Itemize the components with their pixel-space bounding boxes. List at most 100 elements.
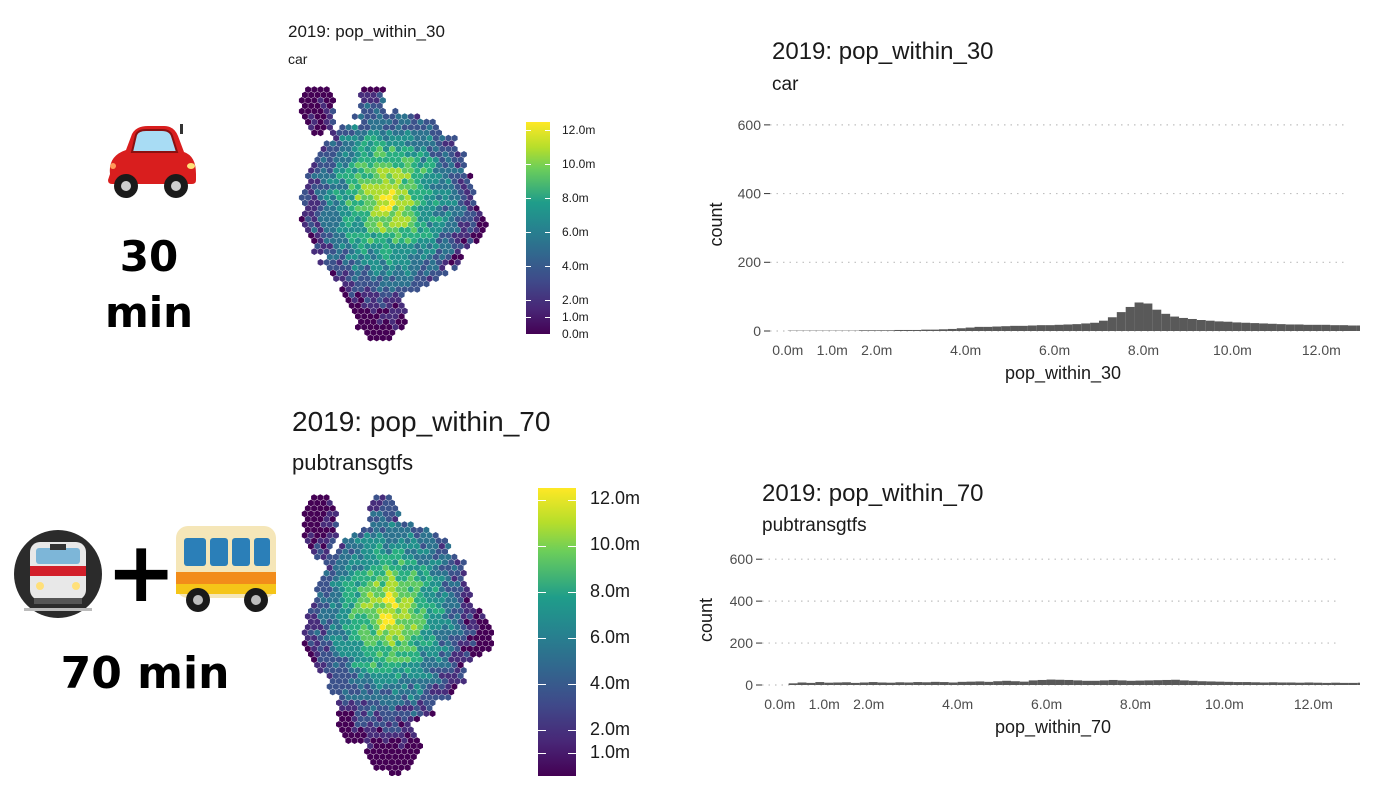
hex-cell xyxy=(330,129,336,137)
hex-cell xyxy=(467,226,474,234)
histogram-bar xyxy=(877,682,887,685)
hex-cell xyxy=(317,107,324,115)
hex-cell xyxy=(351,307,358,315)
color-legend-bar xyxy=(526,122,550,334)
hex-cell xyxy=(308,102,315,110)
hex-cell xyxy=(339,694,346,701)
legend-label: 6.0m xyxy=(562,224,589,239)
hex-cell xyxy=(323,537,330,545)
hex-cell xyxy=(463,607,470,615)
hex-cell xyxy=(379,667,386,674)
hex-cell xyxy=(392,526,399,534)
hex-cell xyxy=(408,221,414,228)
hex-cell xyxy=(348,269,355,277)
hex-cell xyxy=(339,210,346,218)
hex-cell xyxy=(410,537,417,545)
histogram-bar xyxy=(1027,325,1037,331)
hex-cell xyxy=(348,580,355,588)
hex-cell xyxy=(457,221,464,228)
hex-cell xyxy=(463,586,470,593)
hex-cell xyxy=(332,629,339,636)
hex-cell xyxy=(404,129,411,137)
hex-cell xyxy=(404,721,411,728)
hex-cell xyxy=(398,226,405,234)
hex-cell xyxy=(348,302,355,309)
hex-cell xyxy=(442,215,449,223)
hex-cell xyxy=(420,661,427,669)
hex-cell xyxy=(457,232,464,239)
hex-cell xyxy=(392,226,399,234)
y-axis-label: count xyxy=(706,202,726,246)
hex-cell xyxy=(379,537,386,545)
hex-cell xyxy=(348,623,355,631)
hex-cell xyxy=(364,650,370,658)
hex-cell xyxy=(370,564,377,572)
hex-cell xyxy=(308,499,314,507)
histogram-bar xyxy=(1018,325,1028,331)
hex-cell xyxy=(439,253,446,261)
hex-cell xyxy=(339,286,346,293)
hex-cell xyxy=(401,650,408,658)
hex-cell xyxy=(426,542,433,550)
hex-cell xyxy=(429,118,436,126)
hex-cell xyxy=(420,650,427,658)
hex-cell xyxy=(395,199,402,207)
hex-cell xyxy=(398,764,405,771)
hex-cell xyxy=(358,145,364,153)
hex-cell xyxy=(470,221,477,228)
hex-cell xyxy=(389,661,395,669)
hex-cell xyxy=(361,215,368,223)
hex-cell xyxy=(301,510,308,518)
hex-cell xyxy=(432,199,439,207)
hex-cell xyxy=(429,645,436,653)
hex-cell xyxy=(398,183,405,191)
hex-cell xyxy=(467,591,473,599)
hex-cell xyxy=(457,618,464,626)
histogram-bar xyxy=(992,326,1002,331)
hex-cell xyxy=(383,167,389,174)
hex-cell xyxy=(429,172,436,180)
hex-cell xyxy=(395,242,402,250)
hex-cell xyxy=(383,210,389,218)
hex-cell xyxy=(410,602,417,609)
hex-cell xyxy=(320,586,327,593)
hex-cell xyxy=(435,569,442,577)
hex-cell xyxy=(364,210,371,218)
hex-cell xyxy=(376,618,383,626)
hex-cell xyxy=(389,113,396,120)
hex-cell xyxy=(379,580,386,588)
hex-cell xyxy=(410,656,417,663)
hex-cell xyxy=(314,242,321,250)
hex-cell xyxy=(311,494,317,501)
hex-cell xyxy=(467,613,473,620)
hex-cell xyxy=(423,613,430,620)
hex-cell xyxy=(364,199,371,207)
hex-cell xyxy=(463,596,470,604)
histogram-bar xyxy=(1045,325,1055,331)
hex-cell xyxy=(451,586,458,593)
hex-cell xyxy=(392,688,399,696)
hex-cell xyxy=(398,140,405,147)
hex-cell xyxy=(389,134,396,142)
hex-cell xyxy=(314,113,321,120)
histogram-bar xyxy=(1108,679,1118,685)
hex-cell xyxy=(432,188,439,196)
hex-cell xyxy=(348,699,355,707)
hex-cell xyxy=(333,232,340,239)
hex-cell xyxy=(401,145,408,153)
hex-cell xyxy=(423,129,430,137)
hex-cell xyxy=(311,602,317,609)
hex-cell xyxy=(386,334,393,342)
hex-cell xyxy=(429,559,436,566)
hex-cell xyxy=(417,172,424,180)
hex-cell xyxy=(448,677,455,685)
hex-cell xyxy=(348,634,355,642)
legend-label: 10.0m xyxy=(590,534,641,555)
hex-cell xyxy=(342,151,349,158)
hex-cell xyxy=(329,688,336,696)
hex-cell xyxy=(364,715,370,723)
hex-cell xyxy=(451,242,458,250)
hex-cell xyxy=(367,667,374,674)
hex-cell xyxy=(323,259,330,266)
hex-cell xyxy=(442,688,448,696)
